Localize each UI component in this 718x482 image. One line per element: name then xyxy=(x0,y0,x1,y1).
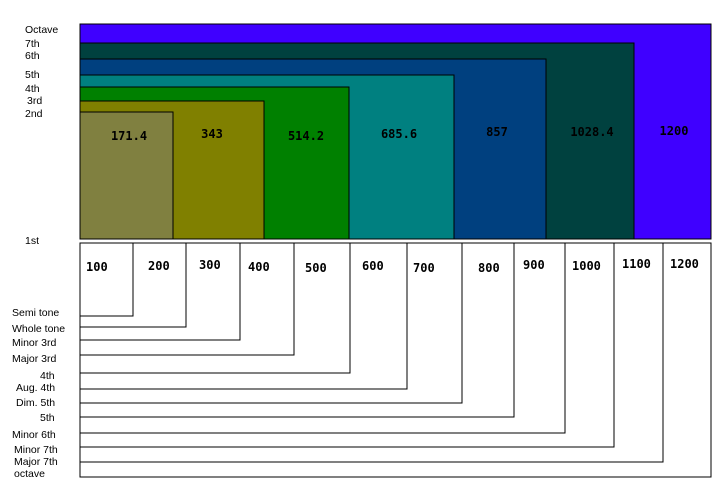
bracket-dim-5th xyxy=(80,243,463,404)
cents-label-700: 700 xyxy=(413,261,435,275)
scale-blocks xyxy=(79,23,712,240)
bracket-minor-6th xyxy=(80,243,566,434)
cents-label-300: 300 xyxy=(199,258,221,272)
block-label-514: 514.2 xyxy=(288,129,324,143)
block-label-1200: 1200 xyxy=(660,124,689,138)
degree-label-octave: Octave xyxy=(25,24,58,36)
block-label-857: 857 xyxy=(486,125,508,139)
cents-label-800: 800 xyxy=(478,261,500,275)
interval-label-minor-7th: Minor 7th xyxy=(14,444,58,456)
interval-label-5th: 5th xyxy=(40,412,55,424)
cents-labels: 100 200 300 400 500 600 700 800 900 1000… xyxy=(86,257,699,275)
bracket-minor-3rd xyxy=(80,243,241,341)
cents-label-400: 400 xyxy=(248,260,270,274)
cents-label-500: 500 xyxy=(305,261,327,275)
interval-label-semi-tone: Semi tone xyxy=(12,307,59,319)
degree-label-1st: 1st xyxy=(25,235,39,247)
interval-label-minor-6th: Minor 6th xyxy=(12,429,56,441)
degree-labels: Octave 7th 6th 5th 4th 3rd 2nd 1st xyxy=(25,24,58,247)
cents-label-600: 600 xyxy=(362,259,384,273)
interval-brackets xyxy=(79,242,712,478)
cents-label-200: 200 xyxy=(148,259,170,273)
block-label-685: 685.6 xyxy=(381,127,417,141)
bracket-major-7th xyxy=(80,243,664,463)
interval-label-major-3rd: Major 3rd xyxy=(12,353,57,365)
cents-label-1200: 1200 xyxy=(670,257,699,271)
block-value-labels: 1200 1028.4 857 685.6 514.2 343 171.4 xyxy=(111,124,689,143)
bracket-minor-7th xyxy=(80,243,615,448)
block-label-171: 171.4 xyxy=(111,129,147,143)
interval-labels: Semi tone Whole tone Minor 3rd Major 3rd… xyxy=(12,307,65,480)
block-label-1028: 1028.4 xyxy=(570,125,613,139)
interval-frame xyxy=(79,242,712,478)
degree-label-5th: 5th xyxy=(25,69,40,81)
cents-label-1000: 1000 xyxy=(572,259,601,273)
bracket-whole-tone xyxy=(80,243,187,328)
bracket-aug-4th xyxy=(80,243,408,390)
interval-label-major-7th: Major 7th xyxy=(14,456,58,468)
cents-label-100: 100 xyxy=(86,260,108,274)
degree-label-7th: 7th xyxy=(25,38,40,50)
interval-label-4th: 4th xyxy=(40,370,55,382)
bracket-semi-tone xyxy=(80,243,134,317)
cents-label-1100: 1100 xyxy=(622,257,651,271)
block-2nd xyxy=(79,111,174,240)
interval-label-aug-4th: Aug. 4th xyxy=(16,382,55,394)
degree-label-4th: 4th xyxy=(25,83,40,95)
bracket-4th xyxy=(80,243,351,374)
bracket-major-3rd xyxy=(80,243,295,356)
interval-label-minor-3rd: Minor 3rd xyxy=(12,337,57,349)
cents-label-900: 900 xyxy=(523,258,545,272)
block-label-343: 343 xyxy=(201,127,223,141)
degree-label-2nd: 2nd xyxy=(25,108,43,120)
interval-label-dim-5th: Dim. 5th xyxy=(16,397,55,409)
interval-label-whole-tone: Whole tone xyxy=(12,323,65,335)
bracket-5th xyxy=(80,243,515,418)
degree-label-3rd: 3rd xyxy=(27,95,42,107)
degree-label-6th: 6th xyxy=(25,50,40,62)
interval-label-octave: octave xyxy=(14,468,45,480)
